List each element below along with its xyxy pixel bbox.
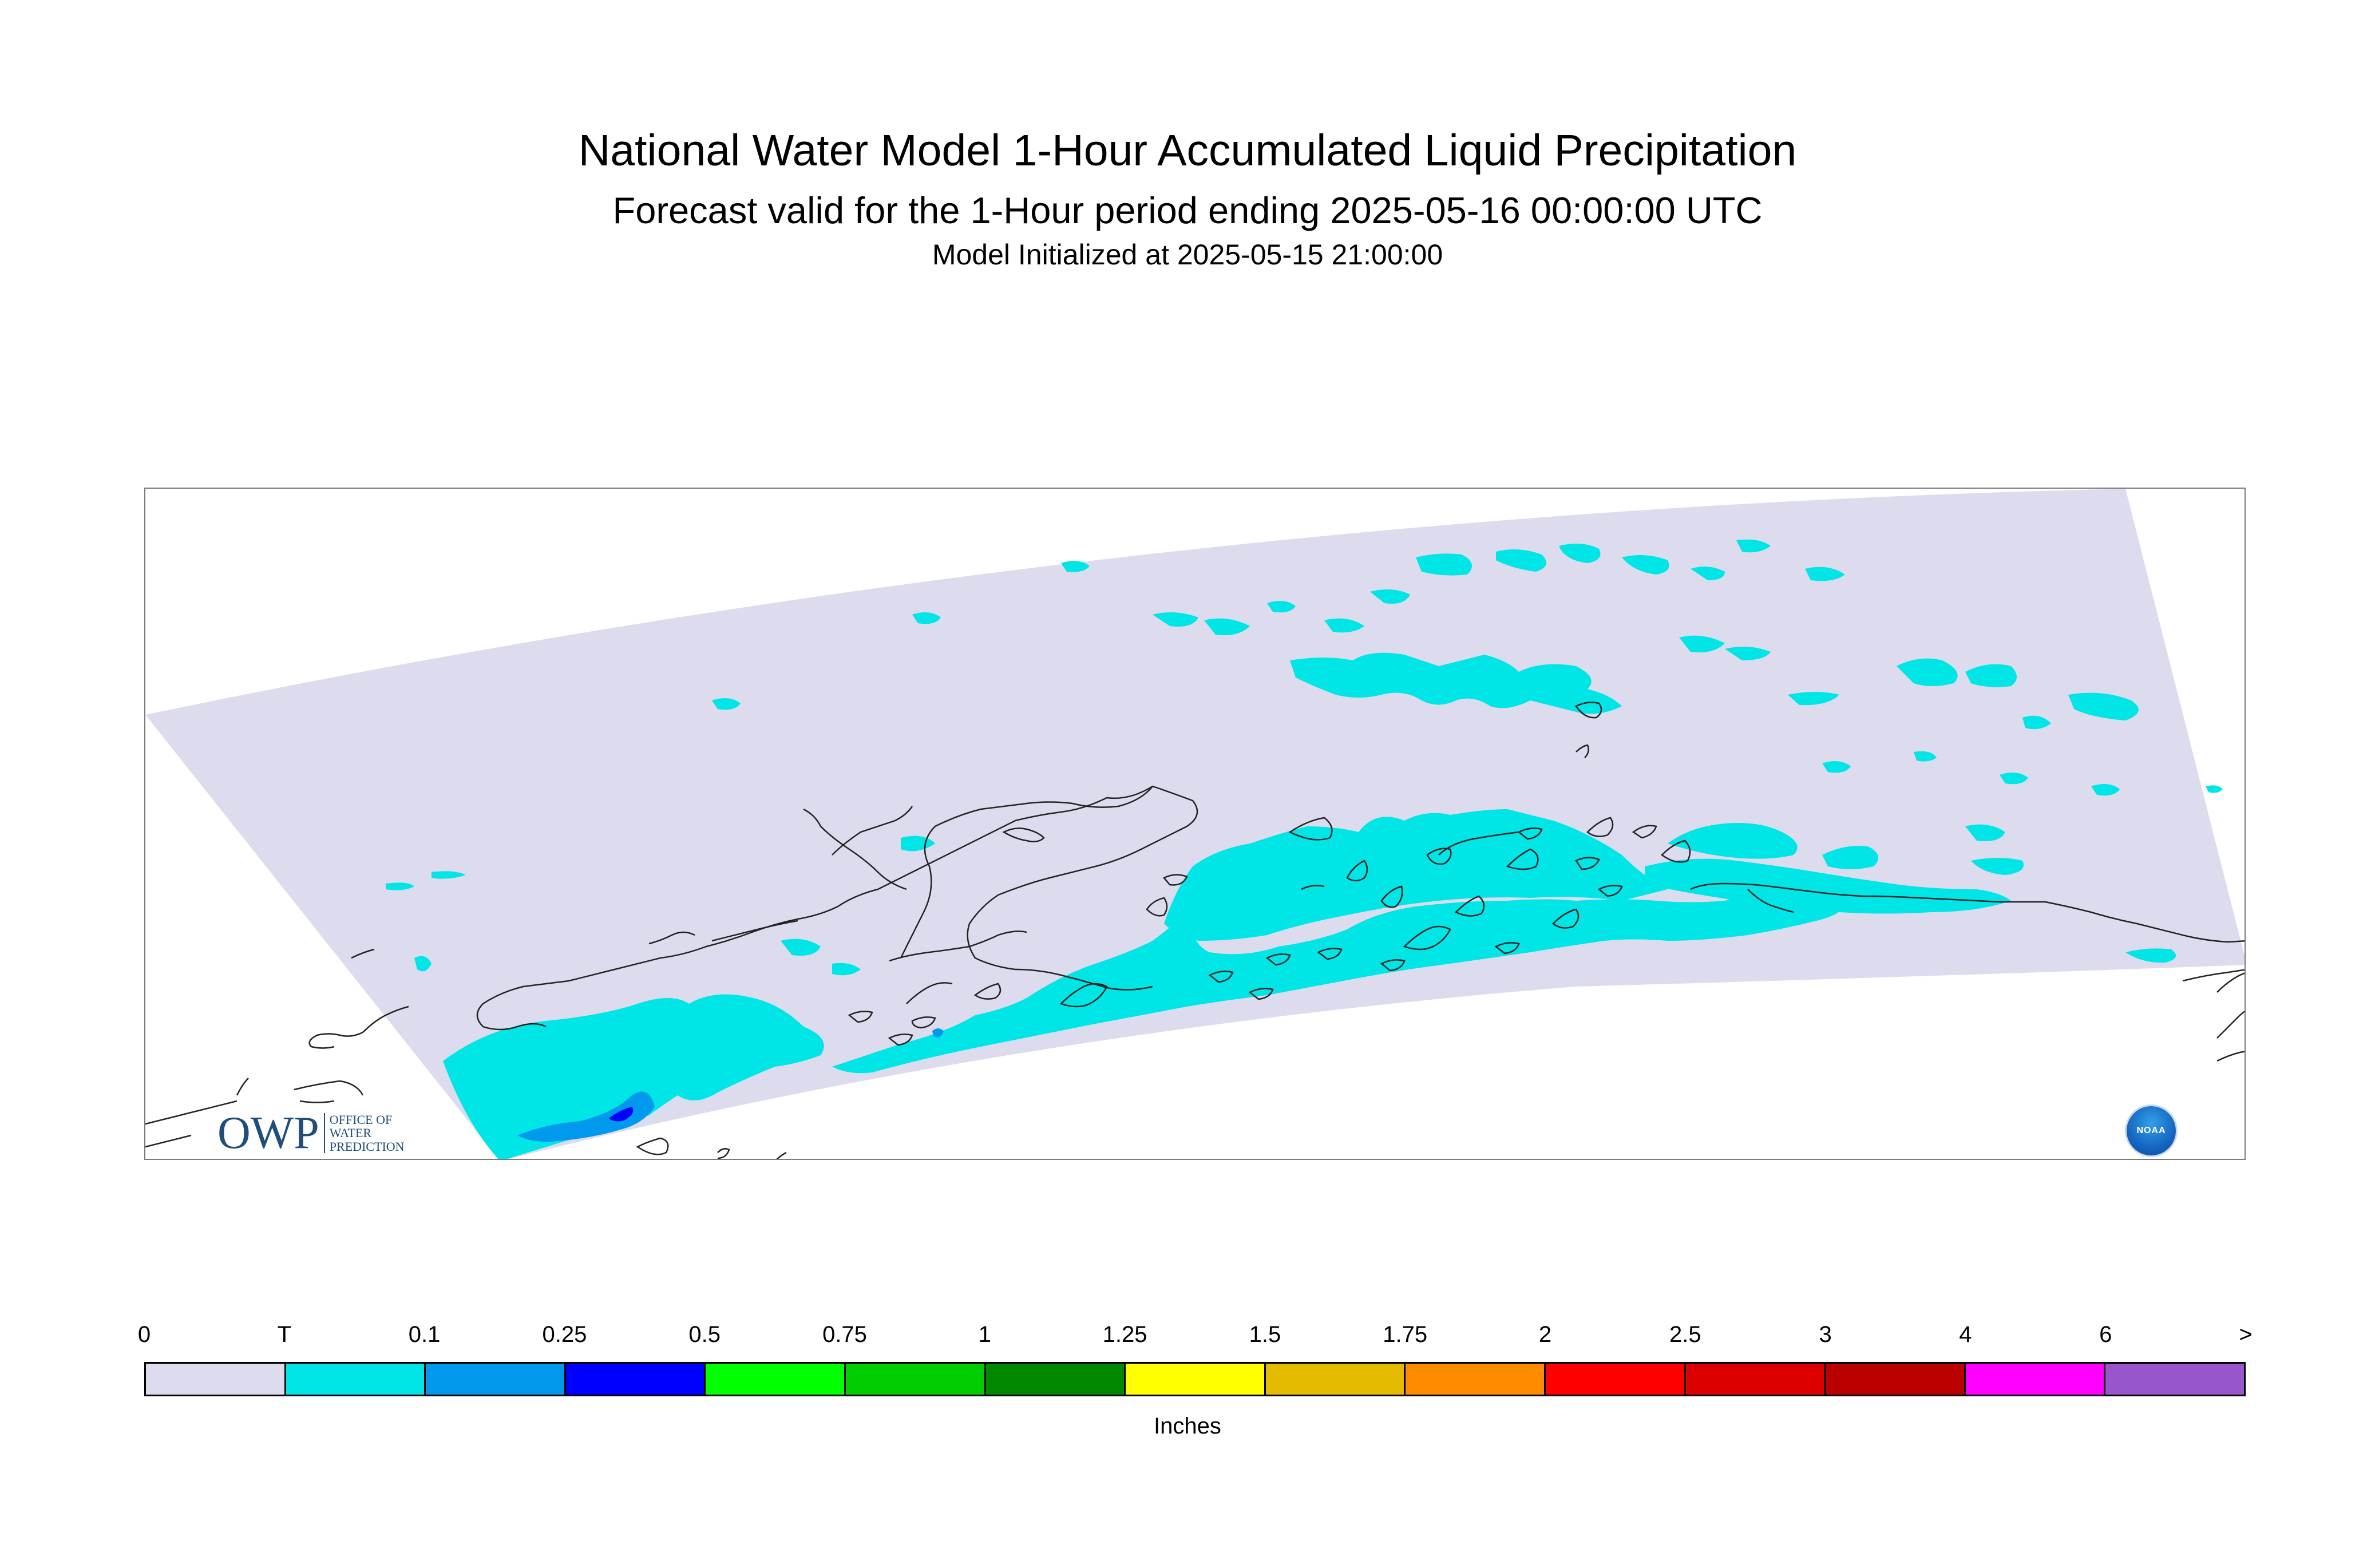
- legend-tick-label: 0.1: [408, 1322, 441, 1347]
- map-subtitle: Forecast valid for the 1-Hour period end…: [612, 189, 1763, 231]
- map-canvas: [145, 489, 2245, 1159]
- legend-tick-label: 4: [1959, 1322, 1972, 1347]
- owp-logo-line-2: WATER: [329, 1126, 372, 1141]
- legend-tick-label: 1.75: [1383, 1322, 1428, 1347]
- legend-tick-label: 0.75: [822, 1322, 867, 1347]
- map-title: National Water Model 1-Hour Accumulated …: [578, 126, 1797, 175]
- legend-swatch: [845, 1364, 986, 1395]
- legend-tick-label: 0.5: [688, 1322, 721, 1347]
- legend-swatch: [1826, 1364, 1966, 1395]
- legend-labels: 0 T 0.1 0.25 0.5 0.75 1 1.25 1.5 1.75 2 2.5 3 4 6 >: [138, 1322, 2253, 1351]
- legend-swatch: [706, 1364, 846, 1395]
- legend-swatch: [1545, 1364, 1686, 1395]
- coastlines: [145, 702, 2245, 1159]
- owp-logo-line-1: OFFICE OF: [329, 1112, 393, 1127]
- noaa-logo-text: NOAA: [2136, 1126, 2166, 1135]
- legend-tick-label: 1.25: [1102, 1322, 1147, 1347]
- legend-tick-label: 6: [2099, 1322, 2112, 1347]
- legend-colorbar: [144, 1362, 2246, 1396]
- legend-swatch: [286, 1364, 426, 1395]
- precip-trace-band: [386, 809, 2176, 1159]
- legend-swatch: [1265, 1364, 1406, 1395]
- owp-logo-letters: OWP: [217, 1108, 319, 1158]
- owp-logo-line-3: PREDICTION: [329, 1139, 405, 1154]
- legend-swatch: [985, 1364, 1126, 1395]
- owp-logo-subtitle: OFFICE OF WATER PREDICTION: [323, 1112, 405, 1154]
- legend-tick-label: 3: [1819, 1322, 1832, 1347]
- precip-trace-north: [712, 539, 2223, 796]
- legend-tick-label: 1.5: [1249, 1322, 1281, 1347]
- legend-tick-label: T: [277, 1322, 292, 1347]
- legend-tick-label: 0.25: [542, 1322, 587, 1347]
- legend-swatch: [426, 1364, 566, 1395]
- noaa-logo: NOAA: [2127, 1106, 2176, 1155]
- legend-swatch: [1965, 1364, 2106, 1395]
- owp-logo: OWP OFFICE OF WATER PREDICTION: [217, 1110, 405, 1156]
- legend-tick-label: 0: [137, 1322, 151, 1347]
- precip-light: [517, 1028, 944, 1142]
- legend-swatch: [565, 1364, 706, 1395]
- legend-swatch: [1685, 1364, 1826, 1395]
- legend-swatch: [146, 1364, 286, 1395]
- model-init-time: Model Initialized at 2025-05-15 21:00:00: [932, 239, 1443, 271]
- legend-tick-label: 2: [1538, 1322, 1552, 1347]
- legend-swatch: [2105, 1364, 2244, 1395]
- legend-tick-label: >: [2239, 1322, 2253, 1347]
- legend-swatch: [1406, 1364, 1546, 1395]
- legend-swatch: [1126, 1364, 1266, 1395]
- precip-heavy: [609, 1107, 634, 1122]
- legend-units-label: Inches: [1154, 1413, 1221, 1439]
- model-domain: [145, 489, 2245, 1159]
- legend-tick-label: 2.5: [1669, 1322, 1701, 1347]
- legend-tick-label: 1: [978, 1322, 991, 1347]
- map-panel: [144, 488, 2246, 1160]
